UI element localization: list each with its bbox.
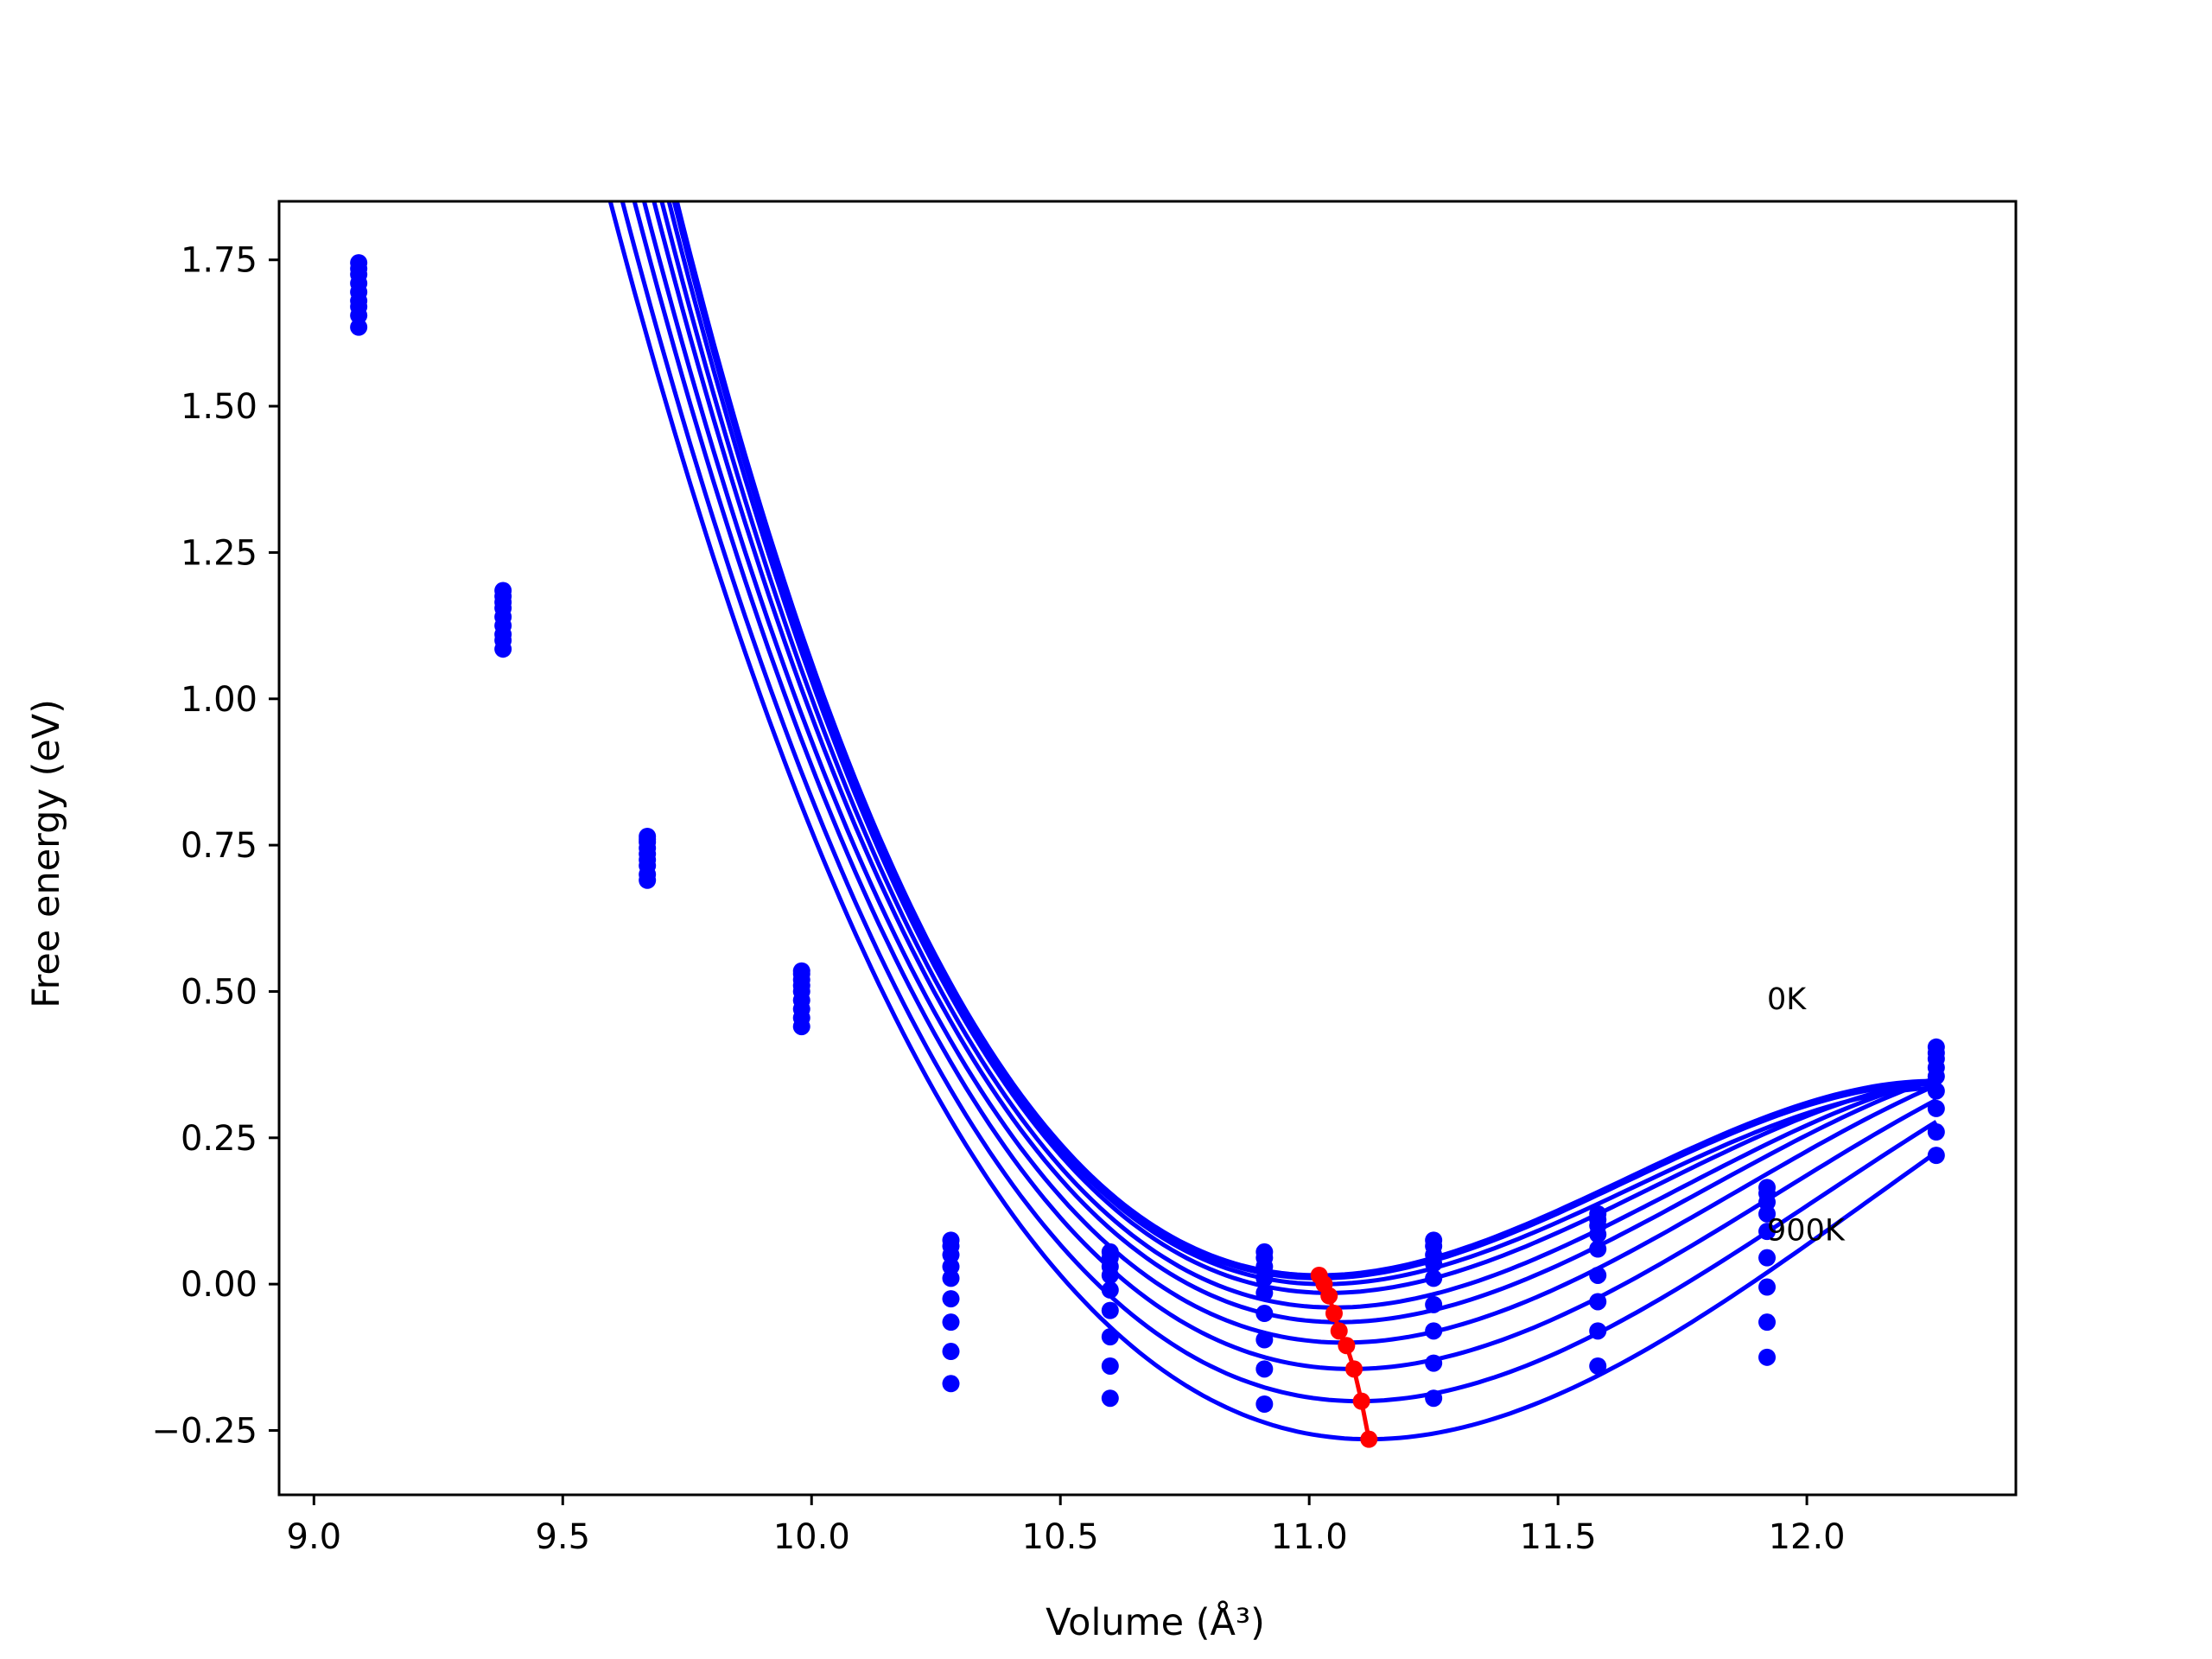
data-point: [1425, 1269, 1443, 1287]
annotations: 0K 900K: [1767, 982, 1846, 1249]
fit-curve-5: [652, 201, 1937, 1325]
minima-path: [1310, 1266, 1378, 1448]
data-point: [1425, 1295, 1443, 1313]
fit-curves: [607, 201, 1938, 1442]
fit-curve-1: [674, 201, 1936, 1281]
data-point: [1589, 1322, 1607, 1340]
minimum-point: [1330, 1322, 1348, 1340]
data-point: [1758, 1348, 1777, 1366]
fit-curve-3: [666, 201, 1937, 1295]
data-point: [1927, 1123, 1945, 1141]
data-point: [1255, 1284, 1274, 1302]
data-point: [1425, 1322, 1443, 1340]
data-point: [1255, 1305, 1274, 1323]
data-point: [942, 1375, 960, 1393]
y-tick-label: 0.25: [181, 1119, 257, 1159]
data-point: [1255, 1331, 1274, 1349]
data-point: [1425, 1354, 1443, 1372]
minimum-point: [1320, 1287, 1338, 1305]
data-point: [792, 1018, 810, 1036]
y-tick-label: 1.25: [181, 533, 257, 573]
x-tick-label: 12.0: [1769, 1517, 1846, 1557]
y-axis-label: Free energy (eV): [25, 699, 68, 1008]
x-tick-label: 11.0: [1271, 1517, 1348, 1557]
y-tick-label: 1.75: [181, 241, 257, 281]
minimum-point: [1338, 1337, 1356, 1355]
data-point: [350, 318, 368, 336]
data-point: [639, 871, 657, 889]
data-point: [1101, 1281, 1119, 1299]
data-points: [350, 254, 1945, 1414]
data-point: [942, 1343, 960, 1361]
minimum-point: [1352, 1392, 1370, 1410]
data-point: [1589, 1225, 1607, 1243]
fit-curve-7: [632, 201, 1938, 1371]
data-point: [1589, 1266, 1607, 1284]
fit-curve-6: [641, 201, 1937, 1345]
minimum-point: [1325, 1305, 1343, 1323]
data-point: [1255, 1360, 1274, 1378]
fit-curve-2: [671, 201, 1937, 1287]
data-point: [1101, 1328, 1119, 1346]
data-point: [1589, 1357, 1607, 1375]
minimum-point: [1360, 1430, 1378, 1448]
data-point: [1255, 1395, 1274, 1414]
x-tick-label: 10.0: [773, 1517, 850, 1557]
data-point: [1927, 1099, 1945, 1117]
x-tick-label: 11.5: [1520, 1517, 1597, 1557]
data-point: [942, 1313, 960, 1332]
data-point: [1758, 1205, 1777, 1223]
y-tick-label: 1.50: [181, 387, 257, 427]
data-point: [1758, 1223, 1777, 1241]
data-point: [1927, 1082, 1945, 1100]
fit-curve-9: [607, 201, 1938, 1442]
y-tick-label: 1.00: [181, 680, 257, 720]
data-point: [1927, 1147, 1945, 1165]
y-tick-label: 0.50: [181, 972, 257, 1012]
data-point: [1758, 1249, 1777, 1267]
data-point: [942, 1269, 960, 1287]
y-tick-label: −0.25: [151, 1411, 257, 1451]
y-tick-label: 0.00: [181, 1265, 257, 1305]
fit-curve-0: [674, 201, 1936, 1278]
data-point: [1255, 1269, 1274, 1287]
data-point: [1425, 1255, 1443, 1273]
data-point: [494, 640, 512, 658]
data-point: [1101, 1266, 1119, 1284]
data-point: [1101, 1357, 1119, 1375]
x-tick-label: 10.5: [1022, 1517, 1099, 1557]
axes: 9.0 9.5 10.0 10.5 11.0 11.5 12.0 −0.25 0.00 0.25 0…: [151, 200, 2018, 1557]
fit-curve-8: [620, 201, 1938, 1404]
data-point: [1589, 1240, 1607, 1258]
minimum-point: [1345, 1360, 1363, 1378]
plot-frame: [277, 200, 2018, 1497]
annotation-1: 900K: [1767, 1213, 1846, 1248]
data-point: [1927, 1067, 1945, 1085]
x-tick-label: 9.0: [287, 1517, 342, 1557]
data-point: [942, 1290, 960, 1308]
fit-curve-4: [659, 201, 1937, 1310]
data-point: [1101, 1389, 1119, 1408]
data-point: [1758, 1313, 1777, 1332]
data-point: [1758, 1278, 1777, 1296]
data-point: [1589, 1293, 1607, 1311]
data-point: [1101, 1301, 1119, 1319]
annotation-0: 0K: [1767, 982, 1807, 1017]
x-axis-label: Volume (Å³): [1046, 1600, 1265, 1644]
y-tick-label: 0.75: [181, 826, 257, 866]
data-point: [1425, 1389, 1443, 1408]
x-tick-label: 9.5: [535, 1517, 590, 1557]
